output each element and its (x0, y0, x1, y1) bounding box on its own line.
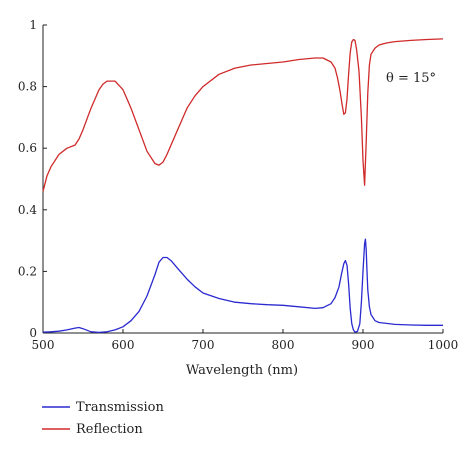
y-tick-label: 0.4 (18, 203, 37, 217)
y-tick-label: 0 (29, 326, 37, 340)
y-tick-label: 0.2 (18, 264, 37, 278)
legend-label-reflection: Reflection (76, 422, 143, 437)
y-tick-label: 1 (29, 18, 37, 32)
x-tick-label: 800 (272, 338, 295, 352)
x-tick-label: 600 (112, 338, 135, 352)
x-axis-title: Wavelength (nm) (186, 363, 298, 378)
x-tick-label: 900 (352, 338, 375, 352)
angle-annotation: θ = 15° (386, 71, 436, 86)
series-layer (42, 38, 444, 334)
legend-label-transmission: Transmission (76, 400, 164, 415)
y-tick-label: 0.8 (18, 80, 37, 94)
legend: Transmission Reflection (42, 400, 164, 437)
reflection-line (42, 38, 444, 192)
x-tick-label: 1000 (428, 338, 459, 352)
transmission-line (42, 238, 443, 334)
y-tick-label: 0.6 (18, 141, 37, 155)
x-tick-label: 500 (32, 338, 55, 352)
x-tick-label: 700 (192, 338, 215, 352)
axes: 500 600 700 800 900 1000 0 0.2 0.4 0.6 0.8 1 (18, 18, 458, 352)
